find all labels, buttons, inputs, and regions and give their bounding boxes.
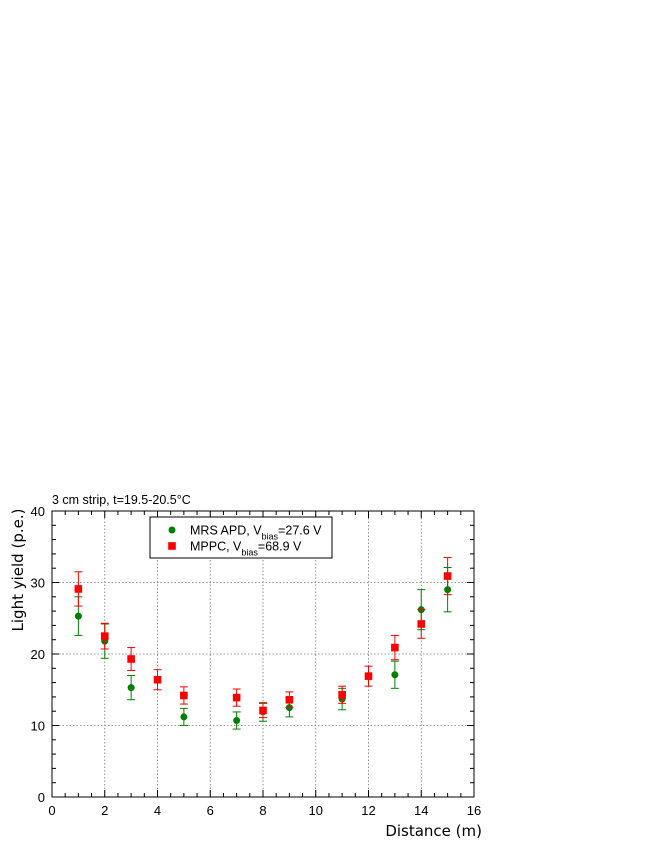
x-tick-label: 16 [467,803,481,818]
data-point [74,585,83,593]
x-tick-label: 0 [48,803,55,818]
data-point [259,706,267,715]
y-tick-label: 40 [31,504,45,519]
axes: 0 2 4 6 8 10 12 14 16 0 10 20 30 40 [31,504,482,818]
y-axis-title: Light yield (p.e.) [9,509,27,632]
x-tick-label: 6 [207,803,214,818]
grid [52,511,474,797]
series-mrs-apd [74,566,452,730]
data-point [100,632,109,640]
data-point [338,690,346,699]
y-tick-label: 0 [38,790,45,805]
x-tick-label: 4 [154,803,161,818]
x-axis-title: Distance (m) [385,822,482,840]
x-tick-label: 8 [259,803,266,818]
x-tick-label: 2 [101,803,108,818]
data-point [153,675,162,684]
x-tick-label: 12 [361,803,375,818]
data-points [74,556,452,730]
data-point [127,655,135,663]
data-point [180,713,188,721]
legend-marker [168,526,176,534]
legend-label: MRS APD, Vbias=27.6 V [190,524,322,542]
y-tick-label: 20 [31,647,45,662]
data-point [74,612,82,620]
data-point [285,695,294,704]
data-point [391,643,399,652]
data-point [232,693,241,702]
data-point [391,671,399,679]
data-point [417,620,426,628]
x-tick-label: 14 [414,803,428,818]
data-point [364,672,373,680]
y-tick-label: 30 [31,576,45,591]
data-point [127,684,135,692]
legend-label: MPPC, Vbias=68.9 V [190,540,302,558]
legend-box [149,516,333,559]
series-mppc [74,556,452,719]
data-point [180,691,188,700]
legend-marker [168,542,176,550]
chart-annotation: 3 cm strip, t=19.5-20.5°C [52,493,191,507]
y-tick-label: 10 [31,719,45,734]
x-tick-label: 10 [309,803,323,818]
data-point [443,572,452,580]
data-point [233,716,241,724]
